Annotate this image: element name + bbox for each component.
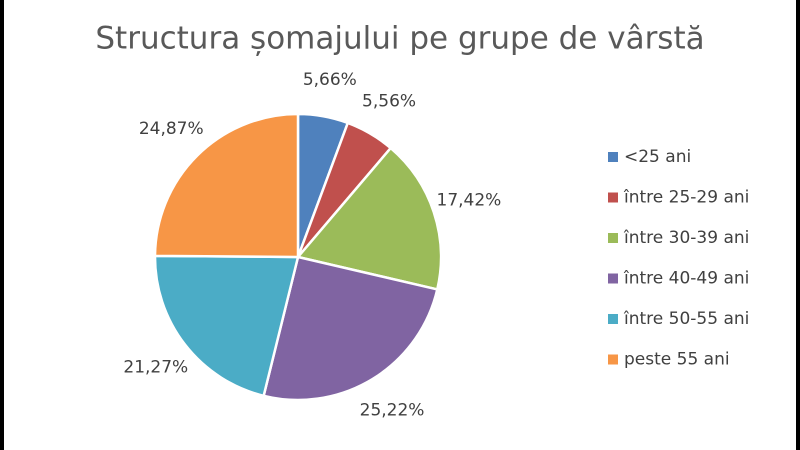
legend-label: între 30-39 ani — [623, 228, 749, 248]
data-label: 5,56% — [362, 92, 416, 112]
data-label: 5,66% — [303, 70, 357, 90]
pie-slice — [153, 254, 300, 398]
legend-label: între 40-49 ani — [623, 269, 749, 289]
legend-swatch — [608, 152, 618, 162]
data-label: 25,22% — [360, 400, 425, 420]
data-label: 21,27% — [123, 357, 188, 377]
legend-label: <25 ani — [624, 147, 691, 167]
legend-label: peste 55 ani — [624, 350, 730, 370]
legend-swatch — [608, 314, 618, 324]
legend-label: între 25-29 ani — [623, 188, 749, 208]
pie-slice — [262, 255, 439, 402]
pie-slice — [295, 146, 443, 291]
legend-label: între 50-55 ani — [623, 309, 749, 329]
chart-title: Structura șomajului pe grupe de vârstă — [95, 21, 704, 57]
pie-slice — [153, 112, 300, 259]
legend-swatch — [608, 273, 618, 284]
legend-swatch — [608, 233, 618, 243]
data-label: 24,87% — [139, 119, 204, 139]
legend-swatch — [608, 192, 618, 203]
legend-swatch — [608, 354, 618, 365]
data-label: 17,42% — [437, 191, 502, 211]
